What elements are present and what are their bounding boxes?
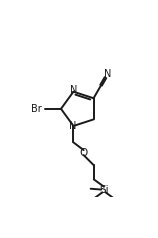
Text: N: N — [104, 69, 111, 79]
Text: Br: Br — [31, 104, 42, 114]
Text: N: N — [69, 121, 76, 131]
Text: Si: Si — [100, 184, 109, 194]
Text: N: N — [70, 85, 77, 95]
Text: O: O — [79, 148, 88, 158]
